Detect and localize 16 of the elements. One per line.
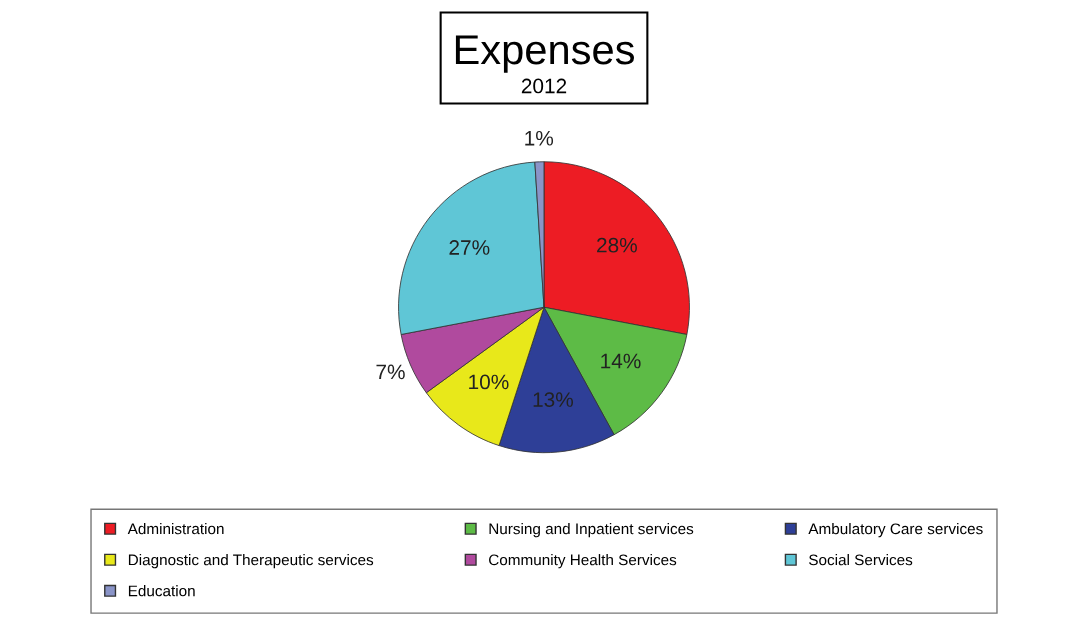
legend-label: Community Health Services (489, 554, 677, 569)
legend-label: Social Services (809, 554, 913, 566)
legend-label: Education (128, 585, 195, 597)
data-label: 28% (597, 237, 637, 253)
data-label: 14% (601, 353, 641, 369)
legend-label: Ambulatory Care services (808, 523, 983, 538)
data-label: 7% (376, 364, 405, 380)
data-label: 10% (469, 374, 509, 390)
chart-title: Expenses (455, 35, 634, 73)
data-label: 1% (525, 130, 554, 146)
data-label: 13% (533, 392, 574, 407)
legend-label: Nursing and Inpatient services (489, 523, 694, 538)
legend-label: Diagnostic and Therapeutic services (128, 554, 374, 569)
chart-subtitle: 2012 (521, 78, 567, 94)
data-label: 27% (449, 240, 490, 255)
legend-label: Administration (127, 523, 224, 535)
